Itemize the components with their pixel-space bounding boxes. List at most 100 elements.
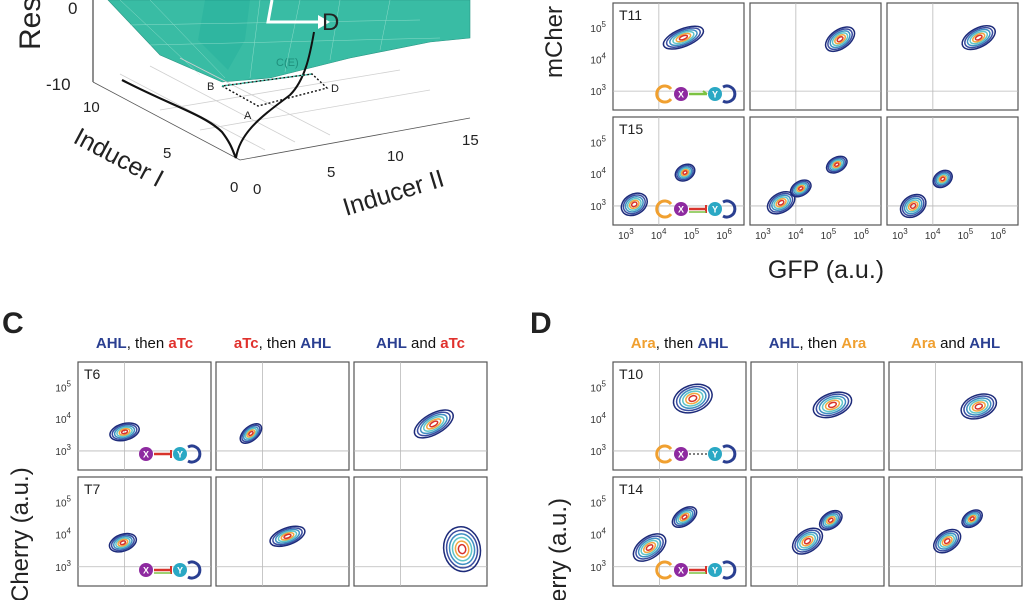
y-tick-exp: 5 <box>602 495 607 504</box>
row-label: T11 <box>619 7 642 23</box>
y-self-loop <box>187 444 202 464</box>
contour-level <box>905 199 921 213</box>
x-activation-loop <box>655 444 673 464</box>
y-tick: 105 <box>590 20 606 35</box>
white-arrow <box>266 0 318 24</box>
contour-level <box>676 164 694 181</box>
contour-level <box>445 529 479 569</box>
contour-level <box>675 32 692 43</box>
trajectory-black <box>121 79 237 159</box>
x-tick: 105 <box>684 227 700 242</box>
y-tick: 105 <box>590 379 606 394</box>
contour-level <box>630 201 638 208</box>
column-header: AHL, then aTc <box>96 335 193 352</box>
contour-level <box>777 199 785 206</box>
x-tick: 106 <box>853 227 869 242</box>
inducer2-label: Inducer II <box>340 164 448 221</box>
contour-level <box>935 172 950 186</box>
node-x <box>674 447 688 461</box>
z-tick-minus10: -10 <box>46 75 71 94</box>
contour-level <box>680 168 690 177</box>
contour-level <box>932 528 962 554</box>
x-tick: 106 <box>990 227 1006 242</box>
contour-level <box>967 514 977 523</box>
contour-group <box>620 163 696 217</box>
y-tick-exp: 5 <box>602 20 607 29</box>
contour-level <box>675 509 694 525</box>
contour-level <box>239 422 263 444</box>
y-tick: 103 <box>55 443 71 458</box>
contour-level <box>827 517 834 523</box>
contour-level <box>773 196 789 210</box>
path-dotted <box>219 73 329 107</box>
x-tick-exp: 3 <box>903 227 908 236</box>
contour-level <box>678 34 689 41</box>
contour-group <box>413 409 454 439</box>
contour-level <box>836 36 844 43</box>
x-tick: 105 <box>958 227 974 242</box>
contour-level <box>960 393 998 420</box>
contour-level <box>248 430 254 437</box>
contour-level <box>829 30 851 49</box>
contour-level <box>113 425 136 439</box>
contour-level <box>789 179 812 198</box>
contour-level <box>909 202 917 209</box>
node-x-label: X <box>678 450 684 460</box>
contour-level <box>677 166 693 180</box>
inducer2-tick-5: 5 <box>327 164 335 181</box>
row-label: T14 <box>619 481 643 497</box>
node-y-label: Y <box>712 205 718 215</box>
contour-level <box>110 534 135 552</box>
y-tick-exp: 3 <box>67 559 72 568</box>
y-tick-exp: 4 <box>67 527 72 536</box>
contour-group <box>269 525 306 548</box>
contour-level <box>108 532 138 553</box>
node-y-label: Y <box>177 566 183 576</box>
contour-group <box>442 526 482 573</box>
inducer1-tick-10: 10 <box>83 99 100 116</box>
plot-frame <box>888 361 1023 471</box>
y-tick-exp: 3 <box>602 559 607 568</box>
contour-group <box>108 532 138 553</box>
contour-level <box>899 193 927 219</box>
contour-level <box>681 514 688 520</box>
trajectory-green <box>235 31 315 159</box>
node-x <box>674 202 688 216</box>
contour-level <box>246 429 256 438</box>
panel-c-letter: C <box>2 307 24 340</box>
x-activation-loop <box>655 560 673 580</box>
surface-mesh <box>119 0 441 79</box>
contour-level <box>426 418 442 430</box>
response-surface <box>107 0 471 83</box>
y-tick: 105 <box>55 495 71 510</box>
node-y-label: Y <box>712 566 718 576</box>
contour-level <box>803 537 812 545</box>
contour-level <box>679 167 691 178</box>
panel-b-xlabel: GFP (a.u.) <box>768 256 884 284</box>
x-tick: 103 <box>892 227 908 242</box>
contour-level <box>632 533 667 562</box>
contour-level <box>115 537 131 549</box>
contour-level <box>943 538 951 545</box>
contour-level <box>821 397 844 413</box>
contour-level <box>826 516 836 525</box>
contour-level <box>640 539 659 556</box>
contour-level <box>626 197 642 211</box>
header-separator: , then <box>800 335 842 352</box>
panel-d-ylabel: erry (a.u.) <box>545 498 572 600</box>
contour-level <box>675 385 710 412</box>
contour-group <box>109 422 140 442</box>
inducer1-label: Inducer I <box>69 123 168 193</box>
node-y <box>708 202 722 216</box>
contour-level <box>901 195 925 217</box>
plot-frame <box>612 476 747 587</box>
contour-level <box>974 403 984 410</box>
contour-level <box>674 163 696 182</box>
contour-level <box>117 538 129 547</box>
